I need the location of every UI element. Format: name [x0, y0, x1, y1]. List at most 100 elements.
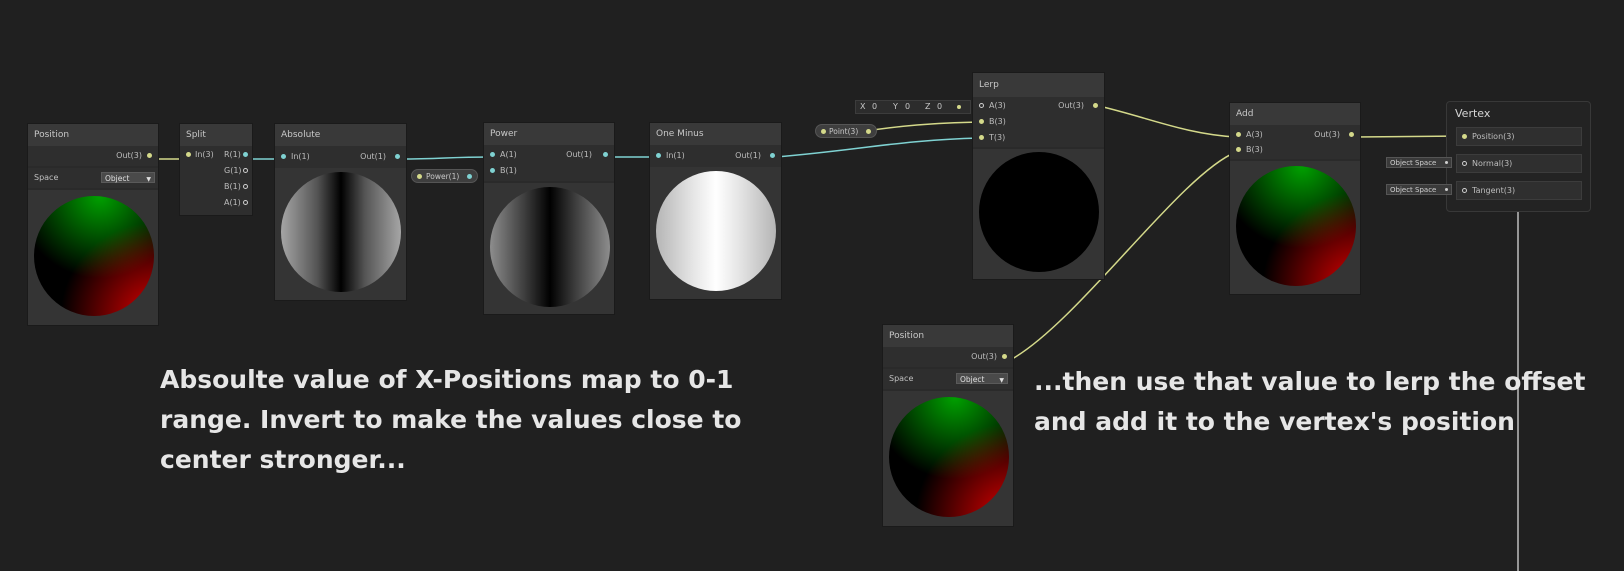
- dropdown-arrow-icon: ▼: [999, 377, 1004, 384]
- output-port-icon[interactable]: [243, 184, 248, 189]
- node-title: Lerp: [973, 73, 1104, 97]
- port-b-label: B(1): [224, 182, 241, 191]
- note-line: Absoulte value of X-Positions map to 0-1: [160, 365, 734, 394]
- output-port-icon[interactable]: [1349, 132, 1354, 137]
- input-port-icon[interactable]: [490, 152, 495, 157]
- port-out-label: Out(3): [971, 352, 997, 361]
- note-line: range. Invert to make the values close t…: [160, 405, 742, 434]
- node-preview: [28, 190, 158, 325]
- vertex-port-tangent[interactable]: Tangent(3): [1456, 181, 1582, 200]
- wire-position2-add[interactable]: [1011, 151, 1237, 360]
- power-b-input-field[interactable]: Power(1): [411, 169, 478, 183]
- port-out-label: Out(1): [735, 151, 761, 160]
- input-port-icon[interactable]: [281, 154, 286, 159]
- wire-absolute-power[interactable]: [399, 156, 491, 160]
- port-out-label: Out(1): [566, 150, 592, 159]
- absolute-node[interactable]: Absolute In(1) Out(1): [274, 123, 407, 301]
- input-port-icon[interactable]: [979, 103, 984, 108]
- node-title: Position: [28, 124, 158, 146]
- input-port-icon[interactable]: [417, 174, 422, 179]
- port-in-label: In(1): [291, 152, 310, 161]
- port-b-label: B(1): [500, 166, 517, 175]
- note-right: ...then use that value to lerp the offse…: [1034, 362, 1585, 442]
- preview-sphere: [889, 397, 1009, 517]
- lerp-t-input-field[interactable]: Point(3): [815, 124, 877, 138]
- dropdown-arrow-icon: ▼: [146, 176, 151, 183]
- input-port-icon[interactable]: [490, 168, 495, 173]
- output-port-icon[interactable]: [1445, 188, 1448, 191]
- power-node[interactable]: Power A(1) B(1) Out(1): [483, 122, 615, 315]
- preview-sphere: [1236, 166, 1356, 286]
- space-label: Space: [34, 173, 59, 182]
- port-g-label: G(1): [224, 166, 242, 175]
- port-out-label: Out(3): [1058, 101, 1084, 110]
- wire-point-lerp[interactable]: [865, 121, 981, 132]
- output-port-icon[interactable]: [243, 168, 248, 173]
- note-line: ...then use that value to lerp the offse…: [1034, 367, 1586, 396]
- note-line: center stronger...: [160, 445, 406, 474]
- wire-add-vertex[interactable]: [1353, 135, 1465, 138]
- split-node[interactable]: Split In(3) R(1) G(1) B(1) A(1): [179, 123, 253, 216]
- port-b-label: B(3): [1246, 145, 1263, 154]
- input-port-icon[interactable]: [1462, 188, 1467, 193]
- port-in-label: In(1): [666, 151, 685, 160]
- output-port-icon[interactable]: [467, 174, 472, 179]
- port-out-label: Out(3): [116, 151, 142, 160]
- wire-oneminus-lerp[interactable]: [775, 137, 981, 158]
- preview-sphere: [281, 172, 401, 292]
- node-title: Split: [180, 124, 252, 146]
- node-title: Add: [1230, 103, 1360, 125]
- port-out-label: Out(3): [1314, 130, 1340, 139]
- position-node[interactable]: Position Out(3) Space Object ▼: [27, 123, 159, 326]
- port-a-label: A(3): [1246, 130, 1263, 139]
- input-port-icon[interactable]: [1236, 147, 1241, 152]
- node-preview: [1230, 161, 1360, 294]
- input-port-icon[interactable]: [656, 153, 661, 158]
- node-preview: [973, 149, 1104, 279]
- input-port-icon[interactable]: [979, 119, 984, 124]
- output-port-icon[interactable]: [1445, 161, 1448, 164]
- lerp-node[interactable]: Lerp A(3) B(3) T(3) Out(3): [972, 72, 1105, 280]
- normal-space-field[interactable]: Object Space: [1386, 157, 1452, 168]
- wire-lerp-add[interactable]: [1098, 105, 1237, 138]
- port-a-label: A(3): [989, 101, 1006, 110]
- output-port-icon[interactable]: [603, 152, 608, 157]
- one-minus-node[interactable]: One Minus In(1) Out(1): [649, 122, 782, 300]
- node-preview: [650, 167, 781, 299]
- tangent-space-field[interactable]: Object Space: [1386, 184, 1452, 195]
- input-port-icon[interactable]: [821, 129, 826, 134]
- input-port-icon[interactable]: [1462, 134, 1467, 139]
- add-node[interactable]: Add A(3) B(3) Out(3): [1229, 102, 1361, 295]
- output-port-icon[interactable]: [1002, 354, 1007, 359]
- output-port-icon[interactable]: [147, 153, 152, 158]
- node-title: Absolute: [275, 124, 406, 146]
- input-port-icon[interactable]: [1462, 161, 1467, 166]
- port-r-label: R(1): [224, 150, 241, 159]
- position-node-2[interactable]: Position Out(3) Space Object ▼: [882, 324, 1014, 527]
- output-port-icon[interactable]: [243, 200, 248, 205]
- output-port-icon[interactable]: [957, 105, 961, 109]
- node-title: Position: [883, 325, 1013, 347]
- vertex-port-position[interactable]: Position(3): [1456, 127, 1582, 146]
- node-title: Vertex: [1455, 107, 1491, 120]
- preview-sphere: [490, 187, 610, 307]
- output-port-icon[interactable]: [1093, 103, 1098, 108]
- input-port-icon[interactable]: [979, 135, 984, 140]
- space-dropdown[interactable]: Object ▼: [101, 172, 155, 183]
- vertex-master-node[interactable]: Vertex Position(3) Normal(3) Tangent(3): [1446, 101, 1591, 212]
- port-b-label: B(3): [989, 117, 1006, 126]
- input-port-icon[interactable]: [1236, 132, 1241, 137]
- preview-sphere: [656, 171, 776, 291]
- lerp-a-vector-field[interactable]: X 0 Y 0 Z 0: [855, 100, 971, 114]
- preview-sphere: [34, 196, 154, 316]
- port-in-label: In(3): [195, 150, 214, 159]
- output-port-icon[interactable]: [395, 154, 400, 159]
- input-port-icon[interactable]: [186, 152, 191, 157]
- vertex-port-normal[interactable]: Normal(3): [1456, 154, 1582, 173]
- output-port-icon[interactable]: [770, 153, 775, 158]
- output-port-icon[interactable]: [866, 129, 871, 134]
- node-preview: [883, 391, 1013, 526]
- output-port-icon[interactable]: [243, 152, 248, 157]
- space-dropdown[interactable]: Object ▼: [956, 373, 1008, 384]
